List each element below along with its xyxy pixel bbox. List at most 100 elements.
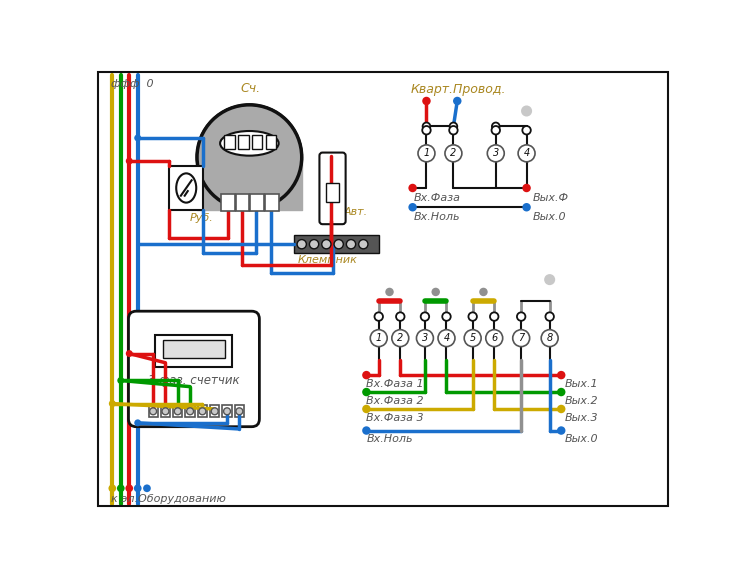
FancyBboxPatch shape xyxy=(169,166,203,209)
FancyBboxPatch shape xyxy=(221,194,235,211)
Circle shape xyxy=(370,329,387,347)
Circle shape xyxy=(322,240,331,249)
Circle shape xyxy=(396,312,405,321)
Circle shape xyxy=(408,203,417,212)
Text: 4: 4 xyxy=(524,148,530,158)
FancyBboxPatch shape xyxy=(294,235,378,253)
Circle shape xyxy=(134,484,141,492)
Circle shape xyxy=(517,312,525,321)
Circle shape xyxy=(542,329,558,347)
Text: к эл.Оборудованию: к эл.Оборудованию xyxy=(111,494,226,505)
Circle shape xyxy=(485,329,503,347)
FancyBboxPatch shape xyxy=(236,194,249,211)
FancyBboxPatch shape xyxy=(149,405,158,418)
Circle shape xyxy=(236,408,243,415)
Circle shape xyxy=(392,329,408,347)
Circle shape xyxy=(134,134,141,141)
Circle shape xyxy=(134,419,141,426)
FancyBboxPatch shape xyxy=(156,335,233,367)
Circle shape xyxy=(453,97,462,105)
Circle shape xyxy=(346,240,355,249)
Circle shape xyxy=(150,408,156,415)
Text: Сч.: Сч. xyxy=(240,82,260,96)
Text: Вых.3: Вых.3 xyxy=(565,413,598,423)
Text: Вых.0: Вых.0 xyxy=(533,212,566,222)
Text: 2: 2 xyxy=(450,148,456,158)
Circle shape xyxy=(465,329,481,347)
Ellipse shape xyxy=(220,131,278,156)
Circle shape xyxy=(522,184,531,192)
Circle shape xyxy=(362,426,371,435)
Circle shape xyxy=(108,484,116,492)
Circle shape xyxy=(490,312,498,321)
FancyBboxPatch shape xyxy=(173,405,183,418)
Text: 5: 5 xyxy=(470,333,476,343)
Circle shape xyxy=(518,145,535,162)
Circle shape xyxy=(545,312,554,321)
Circle shape xyxy=(143,484,151,492)
Circle shape xyxy=(362,388,371,396)
Circle shape xyxy=(362,371,371,379)
Circle shape xyxy=(492,122,500,130)
Text: Вх.Фаза 2: Вх.Фаза 2 xyxy=(367,396,424,406)
Text: Авт.: Авт. xyxy=(344,207,368,217)
Text: ффф  0: ффф 0 xyxy=(111,80,153,89)
Text: Вх.Ноль: Вх.Ноль xyxy=(414,212,461,222)
Text: Вых.2: Вых.2 xyxy=(565,396,598,406)
Circle shape xyxy=(109,400,116,407)
Circle shape xyxy=(442,312,451,321)
Circle shape xyxy=(450,126,458,134)
Text: 3: 3 xyxy=(493,148,499,158)
Circle shape xyxy=(423,122,430,130)
Circle shape xyxy=(117,484,125,492)
FancyBboxPatch shape xyxy=(224,135,235,149)
FancyBboxPatch shape xyxy=(163,340,224,358)
Circle shape xyxy=(310,240,319,249)
FancyBboxPatch shape xyxy=(251,135,263,149)
Circle shape xyxy=(211,408,218,415)
Text: Руб.: Руб. xyxy=(190,213,214,223)
Text: 3: 3 xyxy=(422,333,428,343)
Text: 3 фаз. счетчик: 3 фаз. счетчик xyxy=(148,374,240,387)
FancyBboxPatch shape xyxy=(250,194,264,211)
FancyBboxPatch shape xyxy=(319,153,346,224)
FancyBboxPatch shape xyxy=(238,135,248,149)
Circle shape xyxy=(557,388,565,396)
Circle shape xyxy=(450,122,457,130)
FancyBboxPatch shape xyxy=(161,405,170,418)
Circle shape xyxy=(557,371,565,379)
FancyBboxPatch shape xyxy=(197,405,207,418)
Text: Вх.Фаза 1: Вх.Фаза 1 xyxy=(367,379,424,389)
Text: 8: 8 xyxy=(547,333,553,343)
Text: Кварт.Провод.: Кварт.Провод. xyxy=(411,82,506,96)
Circle shape xyxy=(479,288,488,296)
Circle shape xyxy=(359,240,368,249)
Circle shape xyxy=(375,312,383,321)
Text: 7: 7 xyxy=(518,333,524,343)
Text: Вых.1: Вых.1 xyxy=(565,379,598,389)
Circle shape xyxy=(557,405,565,413)
Circle shape xyxy=(487,145,504,162)
Text: Вх.Ноль: Вх.Ноль xyxy=(367,434,413,444)
Circle shape xyxy=(408,184,417,192)
Text: Клеммник: Клеммник xyxy=(298,255,358,265)
Circle shape xyxy=(117,377,124,384)
Circle shape xyxy=(297,240,307,249)
FancyBboxPatch shape xyxy=(325,182,340,202)
Circle shape xyxy=(162,408,169,415)
Circle shape xyxy=(545,275,554,284)
Circle shape xyxy=(174,408,181,415)
Circle shape xyxy=(199,408,206,415)
Circle shape xyxy=(420,312,429,321)
Circle shape xyxy=(445,145,462,162)
FancyBboxPatch shape xyxy=(210,405,219,418)
Circle shape xyxy=(522,203,531,212)
Circle shape xyxy=(362,405,371,413)
Text: 2: 2 xyxy=(397,333,403,343)
Circle shape xyxy=(126,350,132,357)
FancyBboxPatch shape xyxy=(235,405,244,418)
Circle shape xyxy=(422,126,431,134)
Circle shape xyxy=(557,426,565,435)
FancyBboxPatch shape xyxy=(265,194,279,211)
Circle shape xyxy=(334,240,343,249)
